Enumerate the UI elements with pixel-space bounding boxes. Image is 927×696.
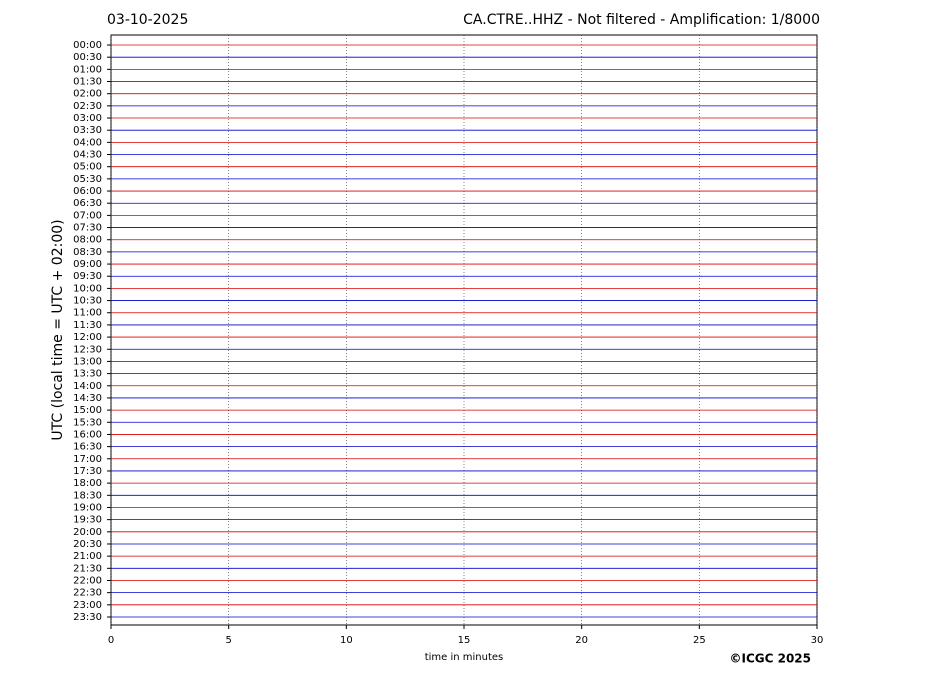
y-tick-label: 22:30	[73, 588, 102, 599]
y-tick-label: 10:00	[73, 283, 102, 294]
y-tick-label: 18:30	[73, 490, 102, 501]
y-tick-label: 15:00	[73, 405, 102, 416]
y-tick-label: 01:00	[73, 64, 102, 75]
chart-date: 03-10-2025	[107, 12, 188, 28]
y-tick-label: 03:00	[73, 113, 102, 124]
y-tick-label: 04:30	[73, 150, 102, 161]
y-tick-label: 10:30	[73, 296, 102, 307]
y-tick-label: 04:00	[73, 137, 102, 148]
x-tick-label: 10	[340, 635, 353, 646]
x-tick-label: 0	[108, 635, 114, 646]
y-tick-label: 06:00	[73, 186, 102, 197]
y-tick-label: 00:00	[73, 40, 102, 51]
y-tick-label: 05:30	[73, 174, 102, 185]
x-tick-label: 15	[458, 635, 471, 646]
y-tick-label: 18:00	[73, 478, 102, 489]
y-tick-label: 17:30	[73, 466, 102, 477]
chart-title: CA.CTRE..HHZ - Not filtered - Amplificat…	[463, 12, 820, 28]
y-tick-label: 12:30	[73, 344, 102, 355]
y-tick-label: 08:00	[73, 235, 102, 246]
y-tick-label: 23:00	[73, 600, 102, 611]
y-tick-label: 03:30	[73, 125, 102, 136]
y-axis-label: UTC (local time = UTC + 02:00)	[50, 219, 66, 440]
y-tick-label: 05:00	[73, 162, 102, 173]
y-tick-label: 21:30	[73, 563, 102, 574]
y-tick-label: 13:00	[73, 356, 102, 367]
y-tick-label: 09:00	[73, 259, 102, 270]
y-tick-label: 15:30	[73, 417, 102, 428]
y-tick-label: 06:30	[73, 198, 102, 209]
y-tick-label: 12:00	[73, 332, 102, 343]
y-tick-label: 23:30	[73, 612, 102, 623]
y-tick-label: 13:30	[73, 369, 102, 380]
y-tick-label: 07:30	[73, 223, 102, 234]
y-tick-label: 11:30	[73, 320, 102, 331]
y-tick-label: 22:00	[73, 575, 102, 586]
y-tick-label: 01:30	[73, 77, 102, 88]
x-tick-label: 20	[575, 635, 588, 646]
y-tick-label: 09:30	[73, 271, 102, 282]
x-tick-label: 25	[693, 635, 706, 646]
y-tick-label: 14:30	[73, 393, 102, 404]
y-tick-label: 19:30	[73, 515, 102, 526]
y-tick-label: 17:00	[73, 454, 102, 465]
copyright: ©ICGC 2025	[729, 652, 811, 666]
y-tick-label: 02:00	[73, 89, 102, 100]
x-tick-label: 30	[811, 635, 824, 646]
y-tick-label: 07:00	[73, 210, 102, 221]
y-tick-label: 14:00	[73, 381, 102, 392]
y-tick-label: 20:00	[73, 527, 102, 538]
y-tick-label: 08:30	[73, 247, 102, 258]
y-tick-label: 21:00	[73, 551, 102, 562]
y-tick-label: 00:30	[73, 52, 102, 63]
x-tick-label: 5	[225, 635, 231, 646]
y-tick-label: 02:30	[73, 101, 102, 112]
y-tick-label: 20:30	[73, 539, 102, 550]
x-axis-label: time in minutes	[425, 652, 504, 663]
y-tick-label: 19:00	[73, 502, 102, 513]
y-tick-label: 16:30	[73, 442, 102, 453]
y-tick-label: 16:00	[73, 429, 102, 440]
y-tick-label: 11:00	[73, 308, 102, 319]
